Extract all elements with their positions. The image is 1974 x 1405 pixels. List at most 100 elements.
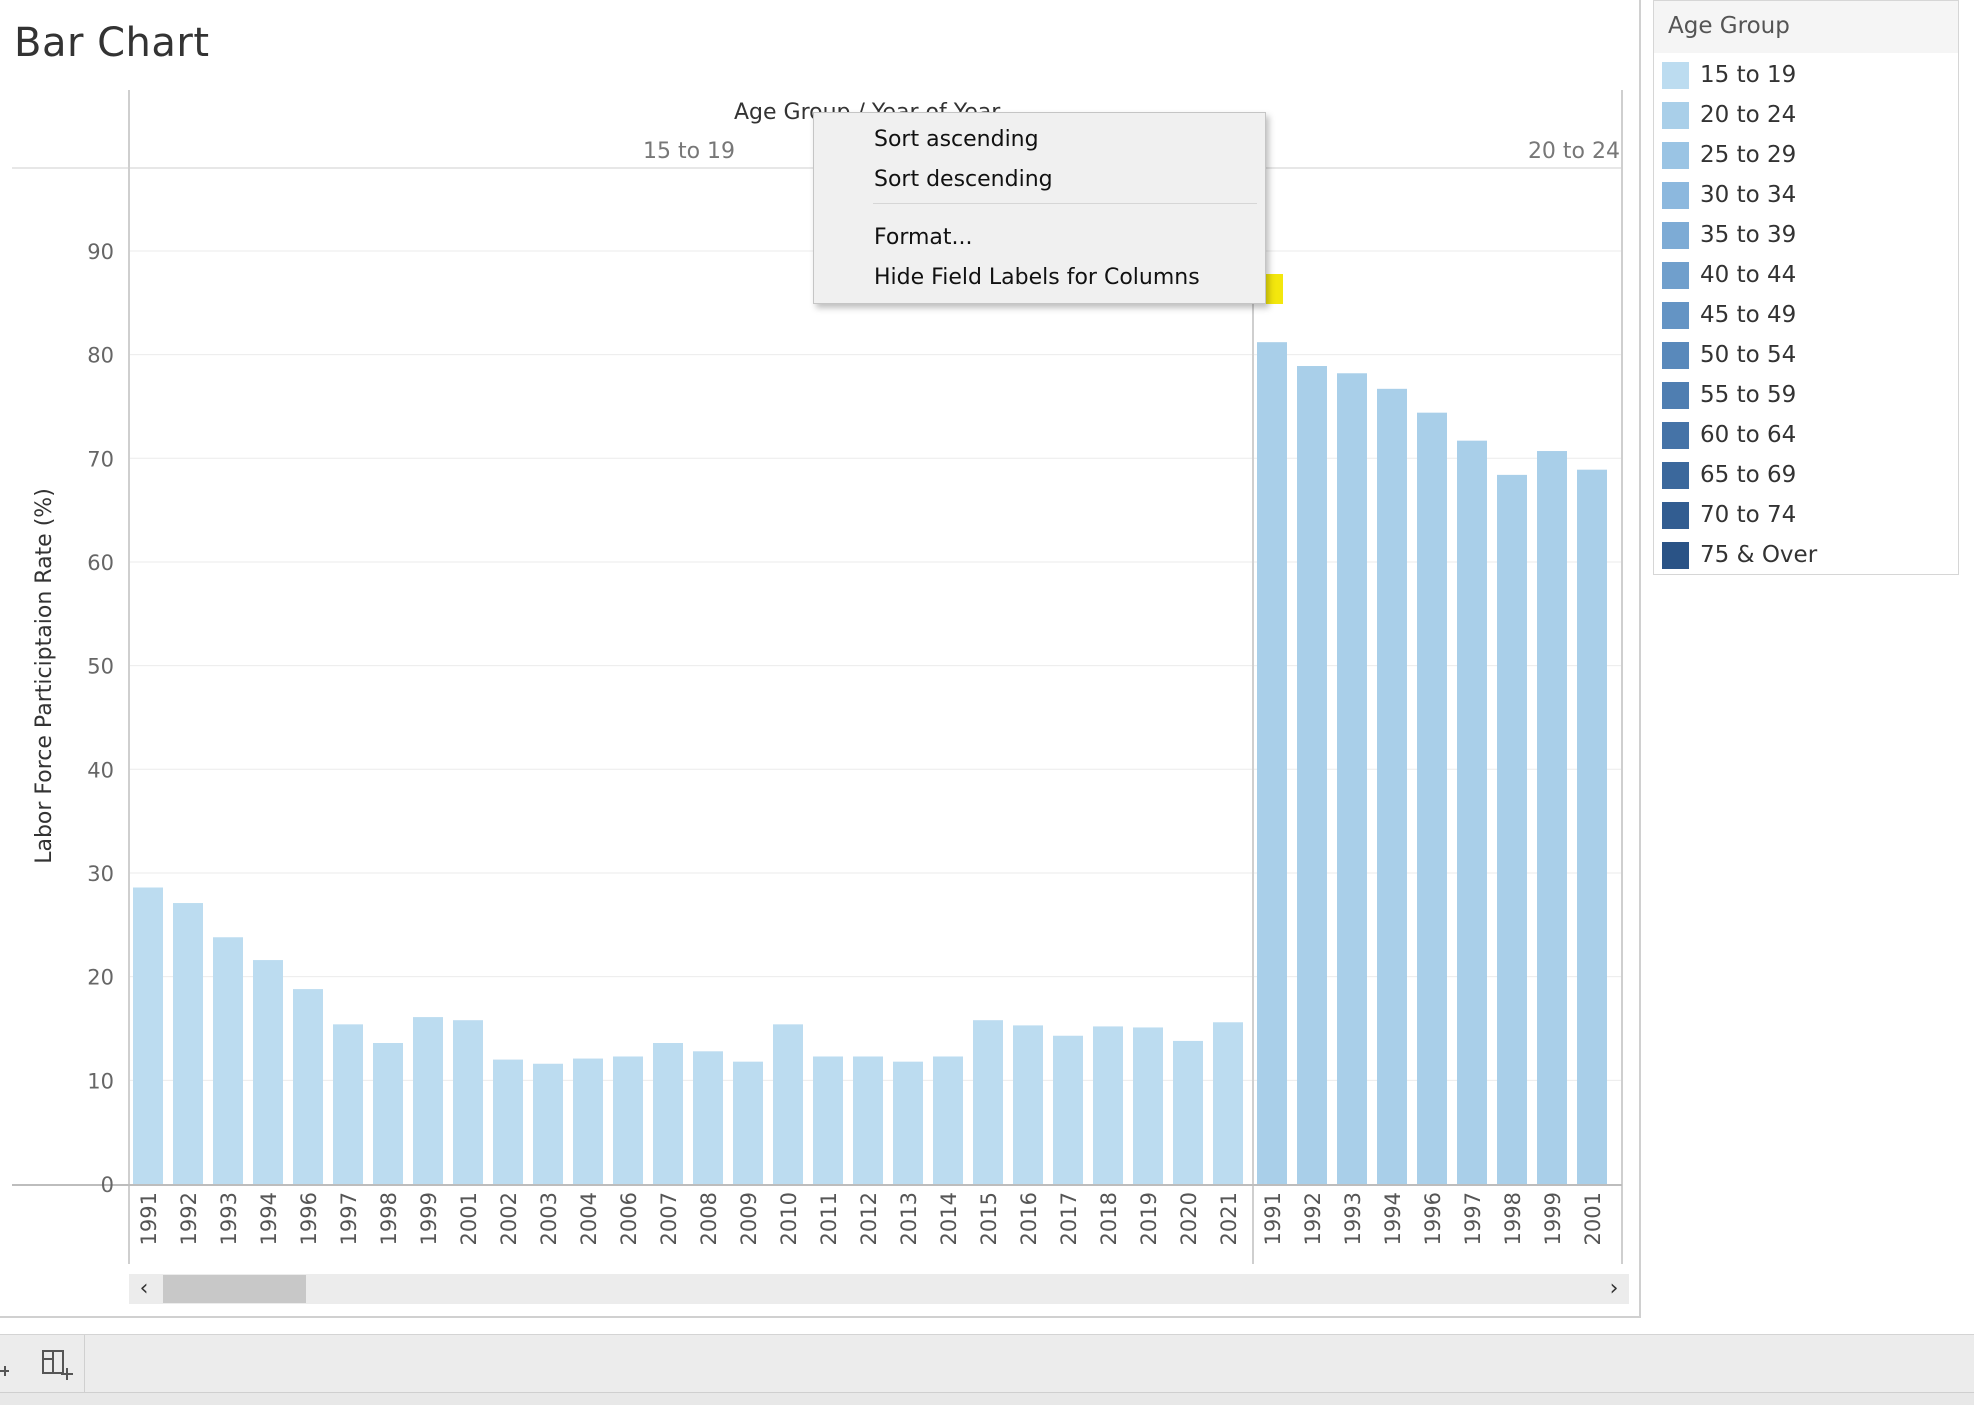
legend-item[interactable]: 70 to 74	[1662, 500, 1796, 530]
y-tick-label: 70	[87, 447, 114, 471]
x-tick-label: 1996	[297, 1192, 321, 1245]
menu-item-sort-ascending[interactable]: Sort ascending	[874, 127, 1039, 152]
legend-item[interactable]: 15 to 19	[1662, 60, 1796, 90]
bar	[893, 1061, 923, 1184]
x-tick-label: 1997	[1461, 1192, 1485, 1245]
scroll-right-icon[interactable]: ›	[1609, 1276, 1619, 1301]
bar	[253, 960, 283, 1184]
x-tick-label: 2006	[617, 1192, 641, 1245]
bar	[733, 1061, 763, 1184]
legend-item[interactable]: 60 to 64	[1662, 420, 1796, 450]
bar	[1133, 1027, 1163, 1184]
x-tick-label: 1993	[217, 1192, 241, 1245]
legend-swatch	[1662, 101, 1689, 129]
sheet-tab-bar	[0, 1334, 1974, 1393]
bar	[1417, 412, 1447, 1184]
x-tick-label: 1994	[257, 1192, 281, 1245]
gridlines	[129, 250, 1622, 1081]
bar	[1013, 1025, 1043, 1184]
bar	[533, 1063, 563, 1184]
y-tick-label: 0	[101, 1173, 114, 1197]
x-tick-label: 1999	[417, 1192, 441, 1245]
legend-item[interactable]: 55 to 59	[1662, 380, 1796, 410]
y-tick-label: 60	[87, 551, 114, 575]
bar	[1577, 469, 1607, 1184]
menu-item-format[interactable]: Format...	[874, 225, 973, 250]
pane-header: 15 to 19	[643, 139, 735, 164]
x-tick-label: 2019	[1137, 1192, 1161, 1245]
new-worksheet-icon[interactable]	[0, 1349, 14, 1379]
y-axis-title: Labor Force Participtaion Rate (%)	[32, 488, 57, 864]
new-dashboard-icon[interactable]	[40, 1347, 74, 1381]
legend-item[interactable]: 45 to 49	[1662, 300, 1796, 330]
x-tick-label: 2004	[577, 1192, 601, 1245]
status-bar	[0, 1392, 1974, 1405]
bar	[1497, 474, 1527, 1184]
legend-swatch	[1662, 181, 1689, 209]
x-tick-label: 2003	[537, 1192, 561, 1245]
x-tick-label: 2002	[497, 1192, 521, 1245]
x-tick-label: 2018	[1097, 1192, 1121, 1245]
chart-frame	[12, 90, 1623, 1264]
bars	[133, 342, 1607, 1185]
menu-separator	[873, 203, 1257, 204]
legend-item[interactable]: 25 to 29	[1662, 140, 1796, 170]
legend-label: 50 to 54	[1700, 342, 1797, 368]
bar	[613, 1056, 643, 1184]
x-tick-label: 2016	[1017, 1192, 1041, 1245]
sheet-title: Bar Chart	[14, 20, 210, 66]
legend-label: 45 to 49	[1700, 302, 1797, 328]
horizontal-scrollbar[interactable]: ‹ ›	[129, 1274, 1629, 1304]
legend-title: Age Group	[1654, 1, 1958, 53]
legend-item[interactable]: 40 to 44	[1662, 260, 1796, 290]
bar	[1257, 342, 1287, 1185]
legend-swatch	[1662, 541, 1689, 569]
legend-label: 30 to 34	[1700, 182, 1797, 208]
bar	[1537, 451, 1567, 1184]
x-tick-label: 2010	[777, 1192, 801, 1245]
x-tick-label: 2012	[857, 1192, 881, 1245]
bar	[973, 1020, 1003, 1184]
legend-label: 25 to 29	[1700, 142, 1797, 168]
x-tick-label: 2020	[1177, 1192, 1201, 1245]
bar	[373, 1043, 403, 1184]
x-tick-label: 2008	[697, 1192, 721, 1245]
legend-item[interactable]: 50 to 54	[1662, 340, 1796, 370]
y-tick-label: 10	[87, 1069, 114, 1093]
bar	[1457, 440, 1487, 1184]
bar	[1377, 388, 1407, 1185]
scrollbar-thumb[interactable]	[163, 1275, 306, 1303]
legend-item[interactable]: 35 to 39	[1662, 220, 1796, 250]
legend-swatch	[1662, 341, 1689, 369]
legend-swatch	[1662, 261, 1689, 289]
bar	[693, 1051, 723, 1184]
legend-swatch	[1662, 221, 1689, 249]
x-tick-label: 2015	[977, 1192, 1001, 1245]
context-menu: Sort ascending Sort descending Format...…	[813, 112, 1266, 304]
legend-item[interactable]: 75 & Over	[1662, 540, 1817, 570]
bar	[1213, 1022, 1243, 1184]
scroll-left-icon[interactable]: ‹	[139, 1276, 149, 1301]
bar	[1337, 373, 1367, 1185]
x-tick-label: 2009	[737, 1192, 761, 1245]
legend-swatch	[1662, 141, 1689, 169]
legend-swatch	[1662, 381, 1689, 409]
y-tick-label: 30	[87, 862, 114, 886]
menu-item-hide-field-labels[interactable]: Hide Field Labels for Columns	[874, 265, 1200, 290]
bar	[413, 1017, 443, 1184]
x-tick-label: 2001	[1581, 1192, 1605, 1245]
y-tick-label: 40	[87, 758, 114, 782]
x-tick-label: 1998	[377, 1192, 401, 1245]
menu-item-sort-descending[interactable]: Sort descending	[874, 167, 1053, 192]
bar	[573, 1058, 603, 1184]
x-tick-label: 1993	[1341, 1192, 1365, 1245]
legend-item[interactable]: 65 to 69	[1662, 460, 1796, 490]
legend-swatch	[1662, 421, 1689, 449]
y-tick-label: 20	[87, 966, 114, 990]
bar	[773, 1024, 803, 1184]
legend-item[interactable]: 20 to 24	[1662, 100, 1796, 130]
x-tick-label: 1996	[1421, 1192, 1445, 1245]
bar	[1173, 1040, 1203, 1184]
legend-swatch	[1662, 501, 1689, 529]
legend-item[interactable]: 30 to 34	[1662, 180, 1796, 210]
